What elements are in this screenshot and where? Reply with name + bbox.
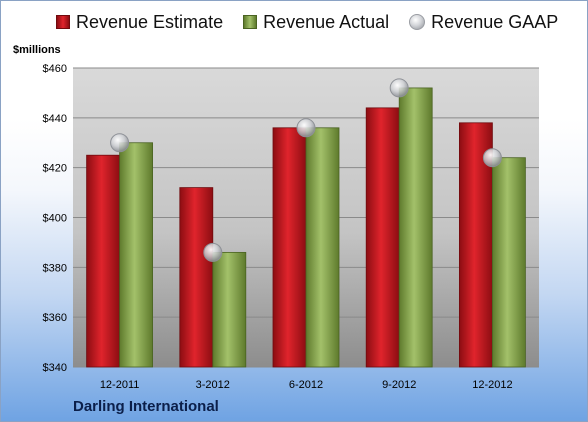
- bar-revenue-actual: [491, 157, 526, 368]
- marker-revenue-gaap: [296, 118, 316, 138]
- legend-swatch-revenue-estimate: [56, 15, 70, 29]
- y-tick-label: $360: [43, 312, 67, 324]
- y-tick-label: $440: [43, 113, 67, 125]
- x-tick-label: 12-2011: [100, 379, 140, 391]
- bar-revenue-actual: [305, 127, 340, 368]
- marker-revenue-gaap: [203, 242, 223, 262]
- legend-label-revenue-estimate: Revenue Estimate: [76, 11, 224, 32]
- gaap-markers: [110, 78, 502, 262]
- legend-label-revenue-actual: Revenue Actual: [263, 11, 390, 32]
- legend: Revenue Estimate Revenue Actual Revenue …: [56, 9, 578, 35]
- y-tick-label: $460: [43, 63, 67, 75]
- bar-revenue-actual: [212, 251, 247, 368]
- x-tick-label: 6-2012: [289, 379, 323, 391]
- legend-swatch-revenue-actual: [243, 15, 258, 29]
- marker-revenue-gaap: [482, 148, 502, 168]
- x-tick-label: 3-2012: [196, 379, 230, 391]
- bar-revenue-estimate: [179, 187, 214, 368]
- bar-revenue-estimate: [272, 127, 307, 368]
- company-name: Darling International: [73, 398, 219, 415]
- legend-item-revenue-gaap: Revenue GAAP: [409, 12, 558, 33]
- y-tick-label: $420: [43, 163, 67, 175]
- x-axis: 12-2011 3-2012 6-2012 9-2012 12-2012: [100, 379, 513, 391]
- marker-revenue-gaap: [389, 78, 409, 98]
- y-tick-label: $340: [43, 362, 67, 374]
- bar-revenue-estimate: [365, 107, 400, 368]
- marker-revenue-gaap: [110, 133, 130, 153]
- y-tick-label: $400: [43, 213, 67, 225]
- y-tick-label: $380: [43, 262, 67, 274]
- legend-item-revenue-estimate: Revenue Estimate: [56, 12, 223, 33]
- legend-item-revenue-actual: Revenue Actual: [243, 12, 389, 33]
- bar-revenue-actual: [398, 87, 433, 368]
- legend-label-revenue-gaap: Revenue GAAP: [431, 11, 559, 32]
- y-axis: $340 $360 $380 $400 $420 $440 $460: [43, 63, 67, 374]
- y-axis-unit-label: $millions: [13, 44, 61, 56]
- x-tick-label: 12-2012: [472, 379, 512, 391]
- bar-revenue-estimate: [86, 154, 120, 368]
- legend-swatch-revenue-gaap: [409, 14, 426, 30]
- x-tick-label: 9-2012: [382, 379, 416, 391]
- bars: [86, 87, 526, 368]
- bar-revenue-actual: [119, 142, 153, 368]
